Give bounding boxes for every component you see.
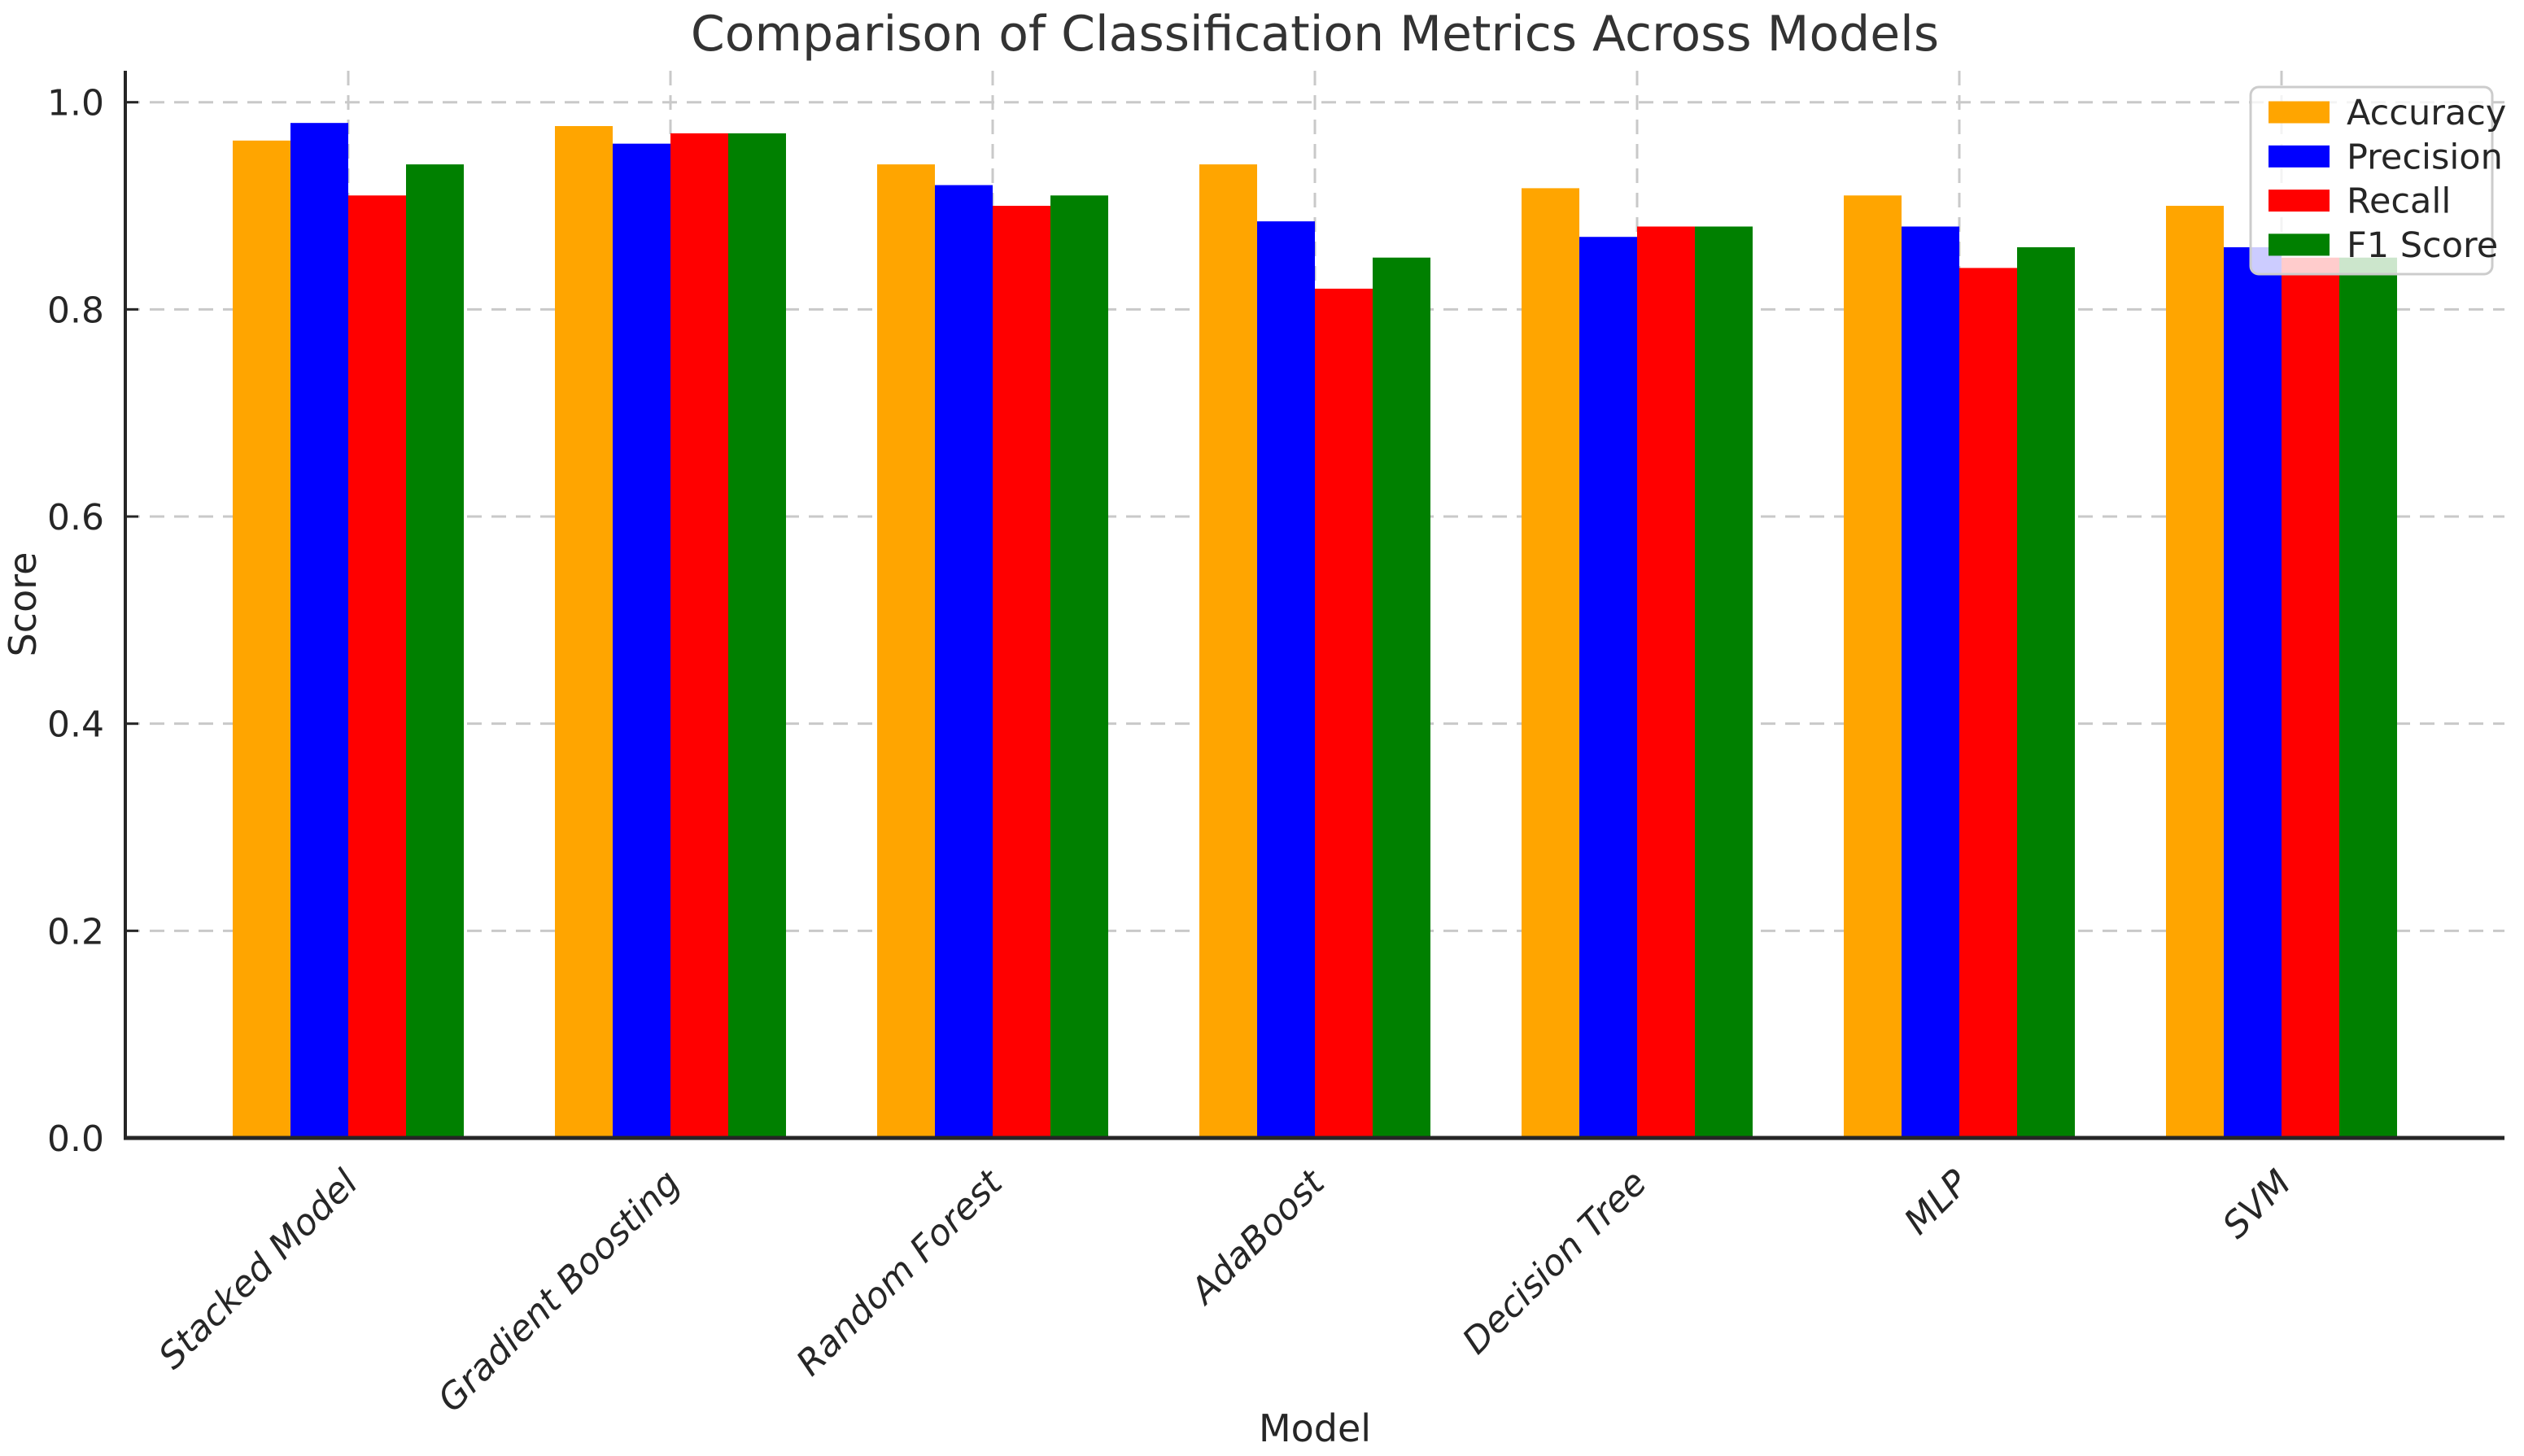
legend-swatch-accuracy — [2269, 101, 2330, 124]
bar-decision-tree-f1-score — [1695, 226, 1753, 1139]
bar-random-forest-recall — [993, 206, 1050, 1138]
y-axis-label: Score — [1, 552, 45, 657]
y-tick-label: 0.8 — [47, 290, 104, 331]
x-tick-label-decision-tree: Decision Tree — [1455, 1162, 1655, 1362]
bar-adaboost-accuracy — [1199, 164, 1257, 1138]
bar-gradient-boosting-precision — [613, 143, 670, 1139]
bar-mlp-recall — [1959, 268, 2017, 1139]
bars — [233, 123, 2397, 1139]
bar-random-forest-accuracy — [877, 164, 935, 1138]
legend-box — [2249, 85, 2494, 276]
y-tick-label: 0.6 — [47, 497, 104, 538]
legend-label-f1-score: F1 Score — [2347, 225, 2498, 266]
chart-title: Comparison of Classification Metrics Acr… — [691, 6, 1939, 63]
bar-stacked-model-recall — [348, 195, 406, 1138]
y-tick-label: 0.2 — [47, 911, 104, 953]
axes-spines — [124, 71, 2504, 1140]
x-tick-label-svm: SVM — [2215, 1162, 2299, 1247]
bar-adaboost-precision — [1257, 221, 1315, 1138]
bar-adaboost-recall — [1315, 288, 1373, 1138]
bar-mlp-precision — [1902, 226, 1959, 1139]
bar-adaboost-f1-score — [1373, 257, 1430, 1138]
x-tick-label-mlp: MLP — [1897, 1162, 1977, 1242]
bar-random-forest-f1-score — [1050, 195, 1108, 1138]
bar-svm-precision — [2224, 246, 2282, 1138]
x-tick-label-stacked-model: Stacked Model — [151, 1162, 366, 1377]
x-tick-label-random-forest: Random Forest — [788, 1161, 1011, 1384]
x-tick-label-adaboost: AdaBoost — [1181, 1161, 1334, 1313]
y-tick-label: 0.0 — [47, 1118, 104, 1160]
bar-decision-tree-recall — [1637, 226, 1695, 1139]
bar-gradient-boosting-f1-score — [728, 133, 786, 1138]
bar-mlp-f1-score — [2017, 246, 2075, 1138]
legend-swatch-recall — [2269, 190, 2330, 212]
legend-label-accuracy: Accuracy — [2347, 93, 2506, 133]
bar-mlp-accuracy — [1844, 195, 1902, 1138]
x-tick-label-gradient-boosting: Gradient Boosting — [430, 1162, 688, 1420]
bar-decision-tree-accuracy — [1522, 188, 1579, 1138]
y-tick-label: 0.4 — [47, 704, 104, 746]
bar-svm-f1-score — [2339, 257, 2397, 1138]
bar-random-forest-precision — [935, 185, 993, 1139]
legend-label-recall: Recall — [2347, 181, 2451, 222]
bar-stacked-model-f1-score — [406, 164, 464, 1138]
bar-stacked-model-accuracy — [233, 140, 290, 1138]
bar-gradient-boosting-recall — [670, 133, 728, 1138]
bar-gradient-boosting-accuracy — [555, 125, 613, 1139]
bar-decision-tree-precision — [1579, 237, 1637, 1138]
x-axis-label: Model — [1259, 1406, 1371, 1450]
bar-svm-accuracy — [2166, 206, 2224, 1138]
legend-swatch-f1-score — [2269, 233, 2330, 256]
legend-label-precision: Precision — [2347, 137, 2503, 177]
bar-stacked-model-precision — [290, 123, 348, 1138]
y-tick-label: 1.0 — [47, 83, 104, 124]
bar-svm-recall — [2282, 257, 2339, 1138]
legend-swatch-precision — [2269, 145, 2330, 168]
